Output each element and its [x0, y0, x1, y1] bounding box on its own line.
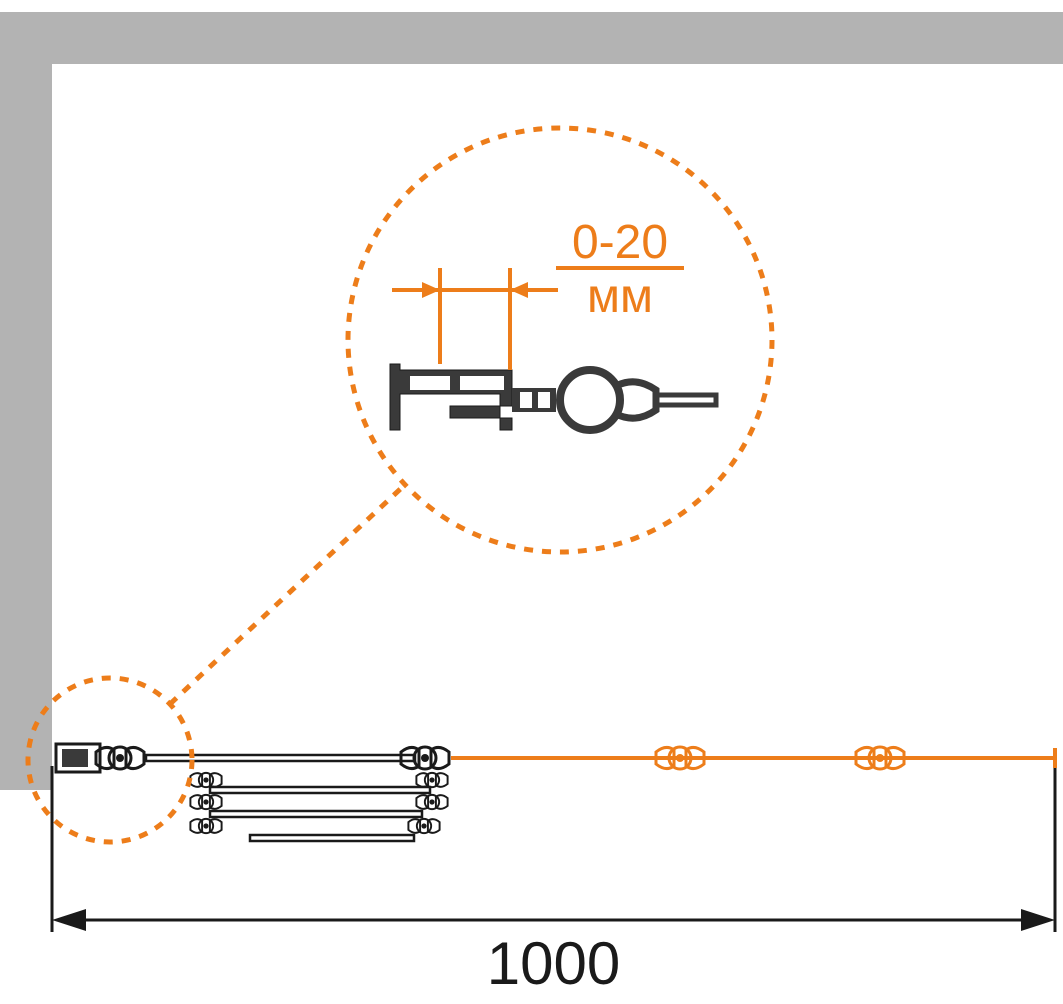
profile-main [56, 744, 1055, 772]
callout-range-bottom: мм [587, 270, 653, 323]
hinge-icon [408, 819, 439, 833]
wall-top [0, 12, 1063, 64]
hinge-icon [416, 795, 447, 809]
dimension-value: 1000 [487, 930, 620, 997]
diagram-root: 1000 0-20мм [0, 0, 1063, 1004]
hinge-icon [190, 795, 221, 809]
callout: 0-20мм [28, 128, 772, 842]
callout-leader [170, 485, 405, 704]
hinge-icon [190, 819, 221, 833]
hinge-icon [416, 773, 447, 787]
hinge-icon [96, 747, 144, 769]
callout-range-top: 0-20 [572, 216, 668, 269]
folded-panels [190, 773, 447, 841]
hinge-icon [401, 747, 449, 769]
hinge-icon [190, 773, 221, 787]
wall-left [0, 12, 52, 790]
callout-big-circle [348, 128, 772, 552]
